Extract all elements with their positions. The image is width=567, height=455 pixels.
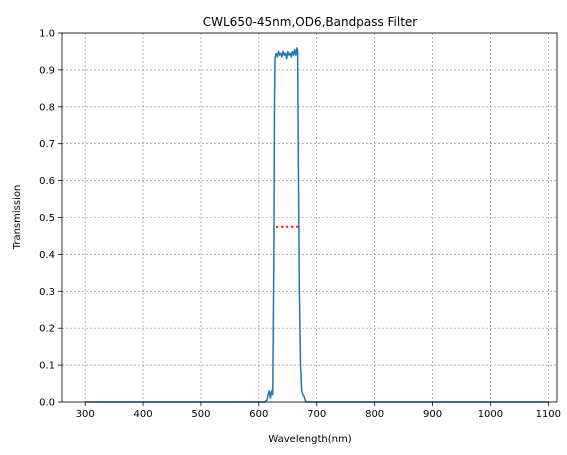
x-tick-label: 800 xyxy=(365,409,384,420)
x-tick-label: 900 xyxy=(423,409,442,420)
y-tick-label: 0.1 xyxy=(39,361,55,372)
y-axis: 0.0 0.1 0.2 0.3 0.4 0.5 0.6 0.7 0.8 0.9 1.0 xyxy=(39,29,62,409)
grid xyxy=(62,32,557,403)
y-tick-label: 1.0 xyxy=(39,29,55,40)
series-layer xyxy=(85,47,549,403)
y-tick-label: 0.2 xyxy=(39,324,55,335)
x-tick-label: 400 xyxy=(134,409,153,420)
x-tick-label: 700 xyxy=(307,409,326,420)
y-tick-label: 0.7 xyxy=(39,139,55,150)
x-tick-label: 1000 xyxy=(478,409,503,420)
y-tick-label: 0.0 xyxy=(39,398,55,409)
y-axis-title: Transmission xyxy=(12,185,23,251)
y-tick-label: 0.3 xyxy=(39,287,55,298)
x-axis-title: Wavelength(nm) xyxy=(268,434,351,445)
series-line-1 xyxy=(85,47,549,403)
x-tick-label: 500 xyxy=(191,409,210,420)
chart-title: CWL650-45nm,OD6,Bandpass Filter xyxy=(203,15,418,29)
y-tick-label: 0.5 xyxy=(39,213,55,224)
y-tick-label: 0.9 xyxy=(39,65,55,76)
x-tick-label: 600 xyxy=(249,409,268,420)
x-axis: 300 400 500 600 700 800 900 1000 1100 xyxy=(76,402,561,420)
y-tick-label: 0.8 xyxy=(39,102,55,113)
y-tick-label: 0.4 xyxy=(39,250,55,261)
y-tick-label: 0.6 xyxy=(39,176,55,187)
x-tick-label: 1100 xyxy=(536,409,561,420)
x-tick-label: 300 xyxy=(76,409,95,420)
